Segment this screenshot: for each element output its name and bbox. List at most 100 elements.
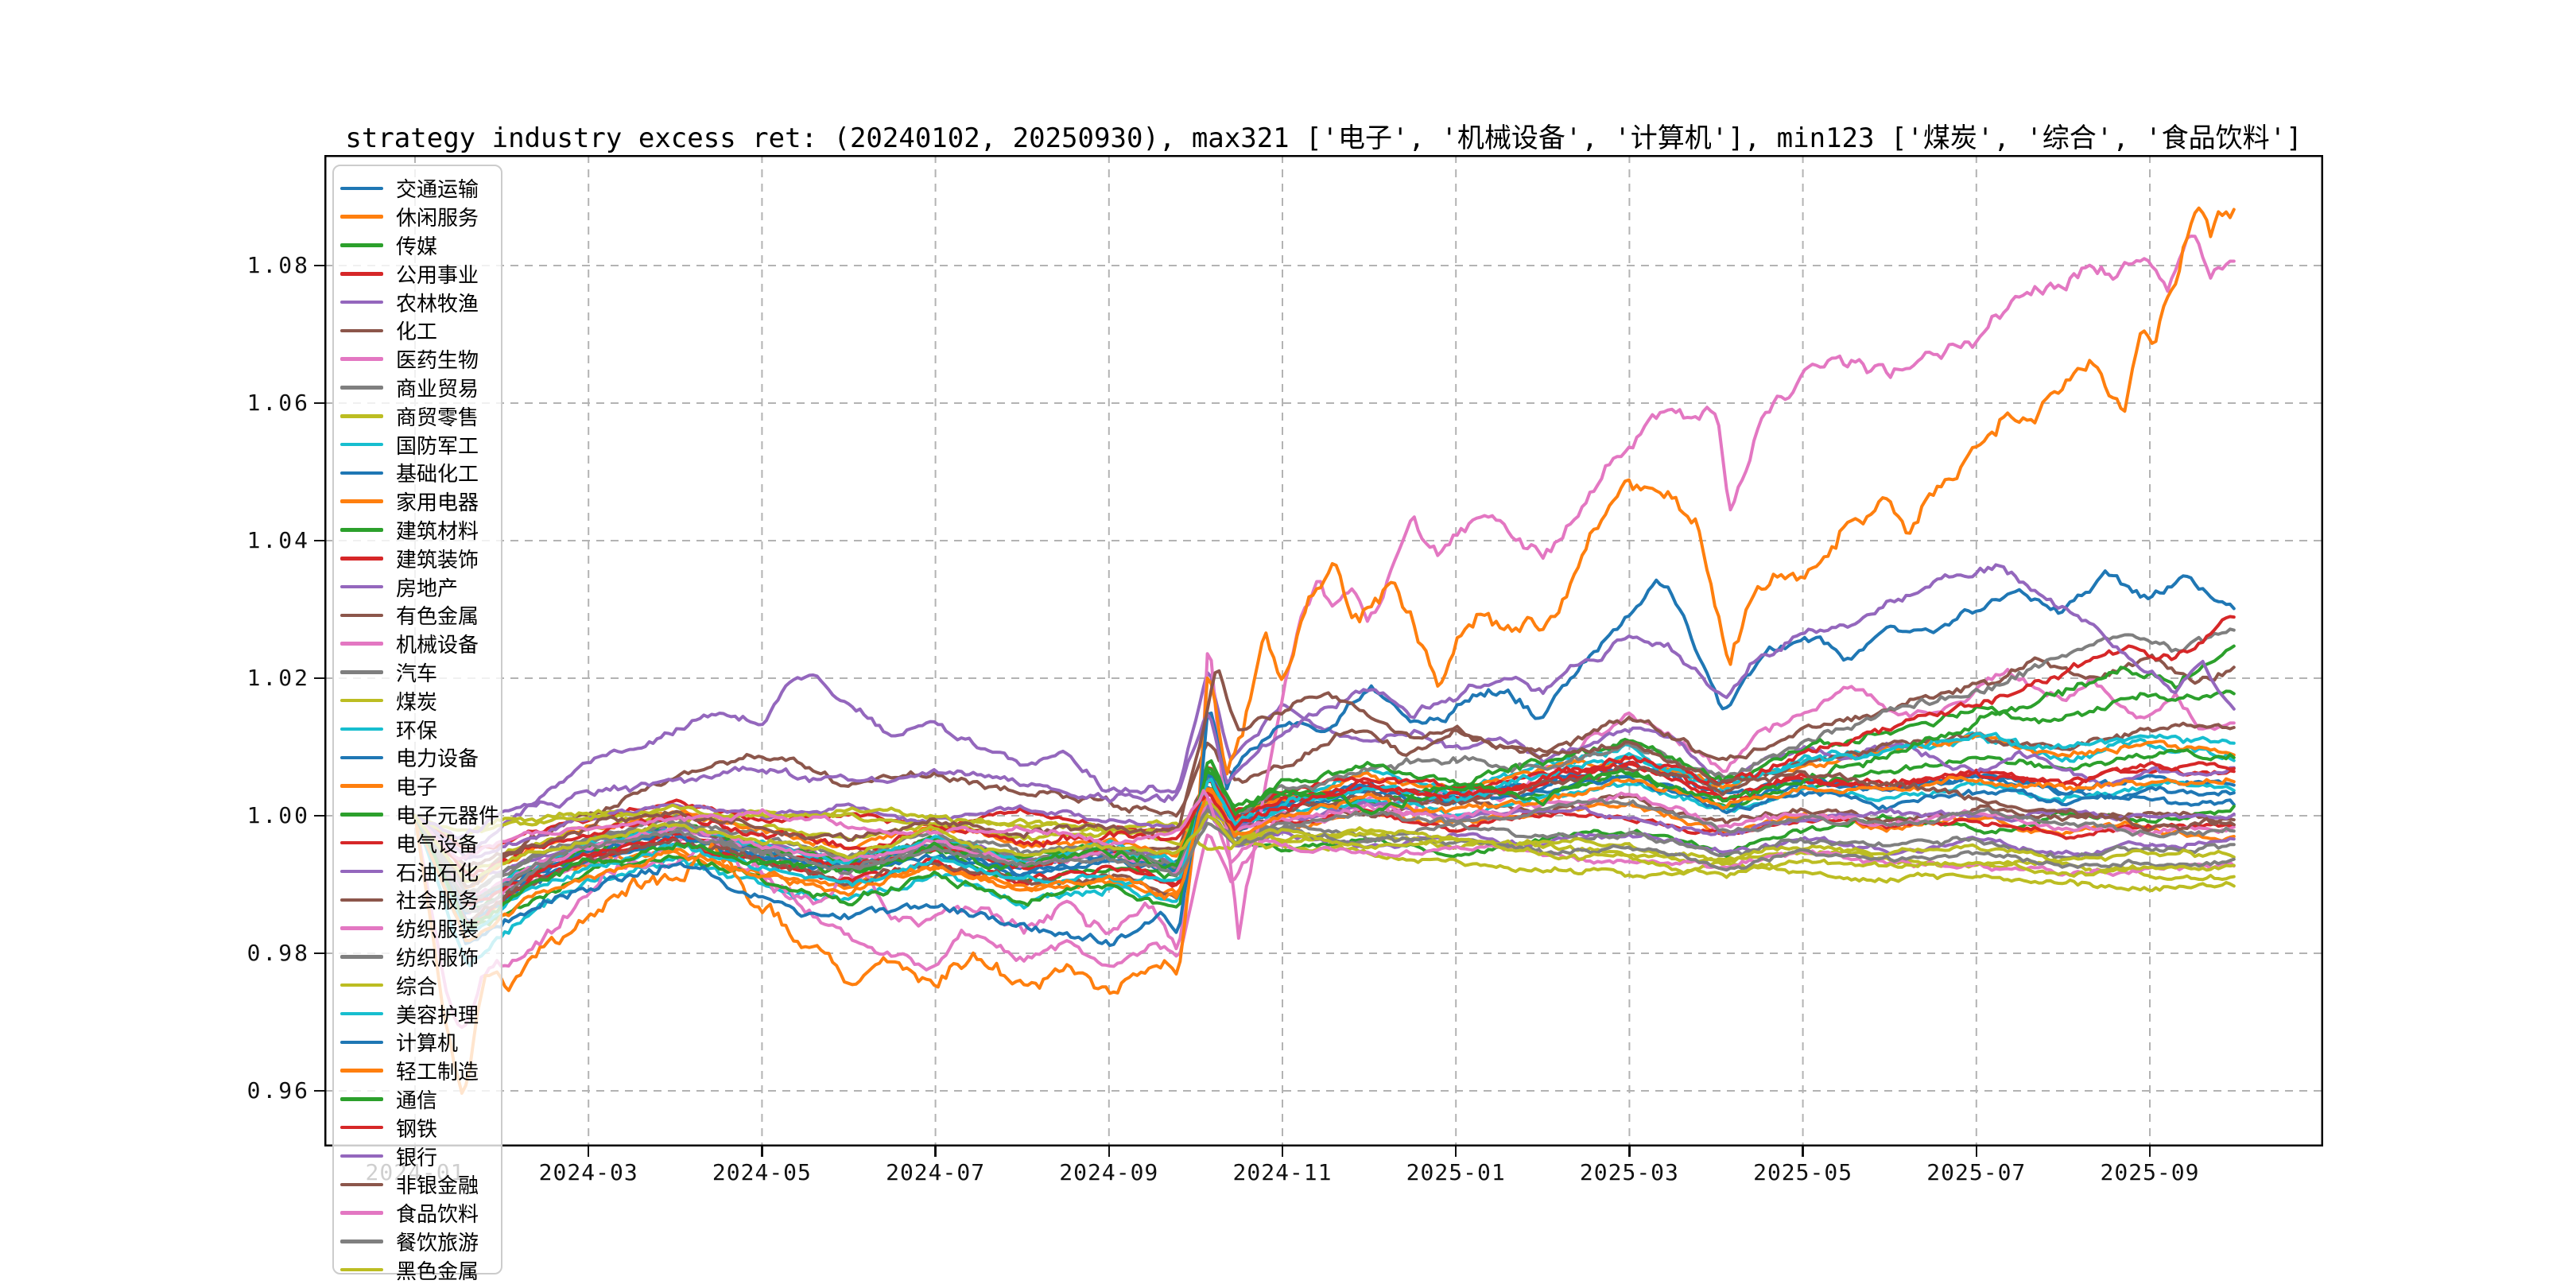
legend-swatch-icon xyxy=(340,186,383,191)
legend-label: 非银金融 xyxy=(396,1174,479,1199)
legend-item-食品饮料: 食品饮料 xyxy=(340,1199,501,1228)
legend-item-美容护理: 美容护理 xyxy=(340,999,501,1028)
legend-label: 电气设备 xyxy=(396,832,479,857)
legend-label: 交通运输 xyxy=(396,178,479,203)
legend-swatch-icon xyxy=(340,1182,383,1187)
y-tick-mark xyxy=(314,539,324,542)
series-line-石油石化 xyxy=(413,801,2236,859)
legend-item-餐饮旅游: 餐饮旅游 xyxy=(340,1227,501,1255)
series-line-电气设备 xyxy=(413,760,2236,926)
legend-label: 机械设备 xyxy=(396,634,479,658)
legend-label: 通信 xyxy=(396,1088,438,1113)
y-tick-mark xyxy=(314,402,324,405)
legend-item-社会服务: 社会服务 xyxy=(340,886,501,914)
y-tick-mark xyxy=(314,1089,324,1092)
legend-item-电子: 电子 xyxy=(340,772,501,801)
series-line-电子元器件 xyxy=(413,689,2236,933)
chart-title: strategy industry excess ret: (20240102,… xyxy=(345,122,2302,154)
legend-swatch-icon xyxy=(340,670,383,674)
legend-label: 电力设备 xyxy=(396,747,479,772)
y-tick-label: 1.08 xyxy=(246,251,310,278)
legend-item-煤炭: 煤炭 xyxy=(340,686,501,715)
legend-label: 休闲服务 xyxy=(396,207,479,231)
y-tick-label: 1.02 xyxy=(246,664,310,691)
legend-swatch-icon xyxy=(340,869,383,874)
y-tick-label: 1.06 xyxy=(246,389,310,416)
legend-swatch-icon xyxy=(340,442,383,447)
legend-swatch-icon xyxy=(340,1069,383,1073)
legend-label: 国防军工 xyxy=(396,434,479,459)
legend-swatch-icon xyxy=(340,784,383,788)
legend-swatch-icon xyxy=(340,584,383,589)
y-tick-label: 0.98 xyxy=(246,939,310,966)
legend-item-建筑装饰: 建筑装饰 xyxy=(340,544,501,572)
legend-swatch-icon xyxy=(340,243,383,247)
legend-label: 黑色金属 xyxy=(396,1259,479,1284)
legend: 交通运输 休闲服务 传媒 公用事业 农林牧渔 化工 医药生物 商业贸易 商贸零售 国防军工 基础化工… xyxy=(332,165,502,1284)
legend-item-交通运输: 交通运输 xyxy=(340,174,501,203)
legend-label: 食品饮料 xyxy=(396,1203,479,1228)
legend-label: 美容护理 xyxy=(396,1003,479,1028)
legend-swatch-icon xyxy=(340,272,383,276)
legend-label: 家用电器 xyxy=(396,491,479,516)
legend-swatch-icon xyxy=(340,528,383,532)
x-tick-mark xyxy=(1281,1146,1284,1157)
legend-label: 银行 xyxy=(396,1146,438,1170)
y-tick-label: 1.04 xyxy=(246,526,310,553)
x-tick-label: 2025-07 xyxy=(1926,1159,2027,1185)
legend-label: 餐饮旅游 xyxy=(396,1231,479,1255)
x-tick-label: 2024-05 xyxy=(712,1159,812,1185)
y-tick-mark xyxy=(314,264,324,267)
legend-label: 纺织服装 xyxy=(396,918,479,943)
x-tick-mark xyxy=(761,1146,763,1157)
legend-label: 有色金属 xyxy=(396,605,479,630)
legend-swatch-icon xyxy=(340,698,383,703)
y-tick-mark xyxy=(314,677,324,680)
legend-swatch-icon xyxy=(340,813,383,817)
legend-item-有色金属: 有色金属 xyxy=(340,601,501,630)
legend-swatch-icon xyxy=(340,357,383,361)
legend-swatch-icon xyxy=(340,755,383,760)
y-tick-label: 0.96 xyxy=(246,1077,310,1104)
legend-item-非银金融: 非银金融 xyxy=(340,1170,501,1199)
legend-item-国防军工: 国防军工 xyxy=(340,430,501,459)
legend-swatch-icon xyxy=(340,1125,383,1130)
legend-item-传媒: 传媒 xyxy=(340,231,501,260)
legend-swatch-icon xyxy=(340,955,383,959)
legend-swatch-icon xyxy=(340,499,383,503)
legend-label: 商业贸易 xyxy=(396,377,479,402)
legend-label: 石油石化 xyxy=(396,861,479,886)
legend-swatch-icon xyxy=(340,727,383,731)
legend-label: 房地产 xyxy=(396,576,459,601)
legend-swatch-icon xyxy=(340,386,383,390)
plot-area xyxy=(324,155,2323,1146)
legend-label: 轻工制造 xyxy=(396,1061,479,1085)
x-tick-label: 2024-11 xyxy=(1232,1159,1333,1185)
axes-spines xyxy=(324,155,2323,1146)
legend-label: 电子 xyxy=(396,776,438,801)
legend-item-休闲服务: 休闲服务 xyxy=(340,203,501,231)
series-line-电子 xyxy=(413,206,2236,1095)
x-tick-label: 2025-03 xyxy=(1579,1159,1679,1185)
legend-swatch-icon xyxy=(340,1267,383,1272)
x-tick-mark xyxy=(1454,1146,1457,1157)
legend-item-医药生物: 医药生物 xyxy=(340,345,501,374)
x-tick-mark xyxy=(1108,1146,1111,1157)
x-tick-mark xyxy=(1802,1146,1804,1157)
legend-item-石油石化: 石油石化 xyxy=(340,857,501,886)
x-tick-label: 2025-01 xyxy=(1406,1159,1506,1185)
x-tick-label: 2025-05 xyxy=(1753,1159,1853,1185)
legend-item-银行: 银行 xyxy=(340,1142,501,1170)
x-tick-label: 2025-09 xyxy=(2100,1159,2200,1185)
legend-item-电力设备: 电力设备 xyxy=(340,743,501,772)
legend-label: 社会服务 xyxy=(396,890,479,914)
x-tick-mark xyxy=(1628,1146,1631,1157)
x-tick-label: 2024-09 xyxy=(1059,1159,1159,1185)
legend-label: 电子元器件 xyxy=(396,804,500,828)
legend-item-钢铁: 钢铁 xyxy=(340,1113,501,1142)
legend-label: 农林牧渔 xyxy=(396,292,479,316)
legend-swatch-icon xyxy=(340,1240,383,1243)
legend-item-纺织服饰: 纺织服饰 xyxy=(340,943,501,972)
legend-swatch-icon xyxy=(340,471,383,475)
